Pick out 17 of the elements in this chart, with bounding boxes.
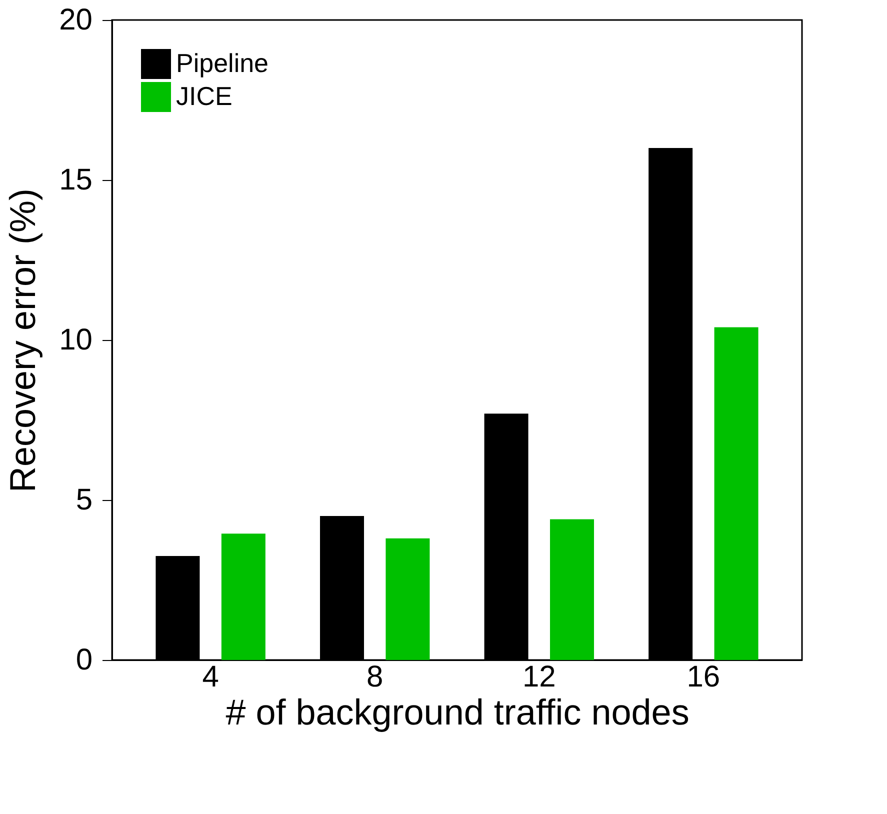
x-tick-label: 12: [522, 660, 556, 694]
y-tick-label: 10: [59, 324, 92, 356]
legend-label: Pipeline: [176, 48, 269, 78]
y-tick-label: 5: [76, 484, 92, 516]
bar: [550, 519, 594, 660]
y-tick-label: 0: [76, 644, 92, 676]
bar: [714, 327, 758, 660]
x-tick-label: 16: [686, 660, 720, 694]
x-tick-label: 8: [366, 660, 384, 694]
y-tick-label: 20: [59, 4, 92, 36]
y-axis-title: Recovery error (%): [2, 188, 44, 493]
legend-label: JICE: [176, 81, 232, 111]
x-axis-title: # of background traffic nodes: [226, 692, 690, 732]
y-tick-label: 15: [59, 164, 92, 196]
bar: [386, 538, 430, 660]
x-tick-label: 4: [202, 660, 219, 694]
bar: [221, 534, 266, 660]
